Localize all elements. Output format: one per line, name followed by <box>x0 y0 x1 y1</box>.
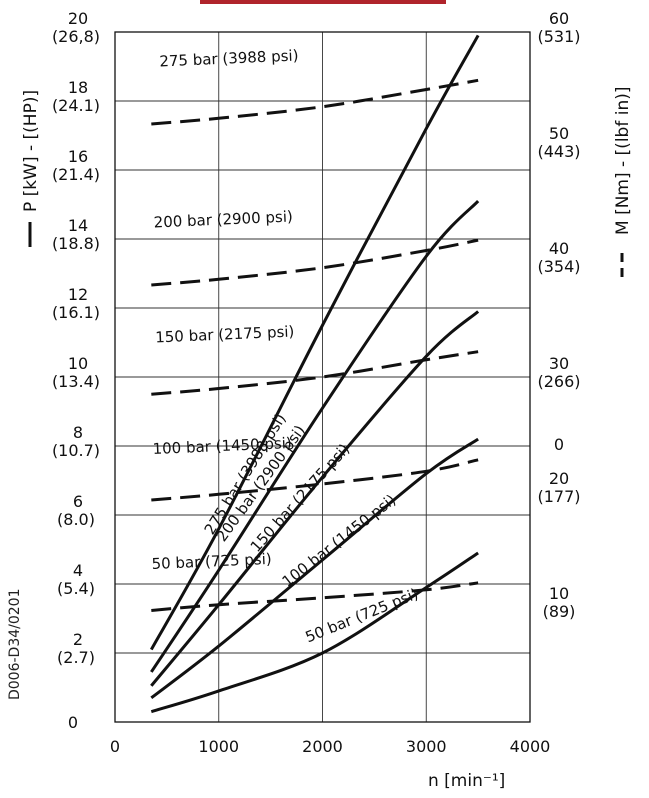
right-axis-ticks: 0 10(89) 20(177) 30(266) 40(354) 50(443) 60(53… <box>537 9 580 621</box>
x-tick-label: 1000 <box>198 737 239 756</box>
torque-curve <box>151 458 479 502</box>
power-curve <box>150 310 480 687</box>
power-curve <box>150 200 480 673</box>
header-bar <box>200 0 446 4</box>
left-tick-kw: 10 <box>68 354 88 373</box>
power-curves <box>150 34 480 714</box>
left-tick-hp: (21.4) <box>52 165 100 184</box>
left-tick-kw: 20 <box>68 9 88 28</box>
x-tick-label: 2000 <box>302 737 343 756</box>
right-tick-lbf: (531) <box>537 27 580 46</box>
x-tick-label: 3000 <box>406 737 447 756</box>
left-tick-hp: (24.1) <box>52 96 100 115</box>
left-tick-hp: (16.1) <box>52 303 100 322</box>
torque-curve <box>151 350 479 396</box>
right-tick-nm: 30 <box>549 354 569 373</box>
torque-curve-label: 275 bar (3988 psi) <box>159 46 299 70</box>
left-tick-hp: (10.7) <box>52 441 100 460</box>
left-tick-hp: (8.0) <box>57 510 95 529</box>
x-tick-label: 0 <box>110 737 120 756</box>
torque-curve <box>151 238 479 287</box>
torque-curves <box>151 78 479 612</box>
right-tick-nm: 50 <box>549 124 569 143</box>
right-tick-lbf: (89) <box>543 602 576 621</box>
power-curve <box>150 34 480 651</box>
x-tick-label: 4000 <box>510 737 551 756</box>
left-tick-kw: 0 <box>68 713 78 732</box>
right-tick-nm: 60 <box>549 9 569 28</box>
left-axis-title-group: P [kW] - [(HP)] <box>21 90 41 247</box>
left-tick-hp: (26,8) <box>52 27 100 46</box>
left-tick-hp: (13.4) <box>52 372 100 391</box>
left-tick-kw: 18 <box>68 78 88 97</box>
left-tick-kw: 6 <box>73 492 83 511</box>
grid <box>115 32 530 722</box>
left-axis-ticks: 0 2(2.7) 4(5.4) 6(8.0) 8(10.7) 10(13.4) 12(16.… <box>52 9 100 732</box>
right-tick-nm: 20 <box>549 469 569 488</box>
power-curve <box>150 437 479 700</box>
left-tick-hp: (5.4) <box>57 579 95 598</box>
power-curve <box>150 551 479 714</box>
right-tick-nm: 40 <box>549 239 569 258</box>
left-tick-kw: 4 <box>73 561 83 580</box>
left-tick-kw: 8 <box>73 423 83 442</box>
left-axis-title: P [kW] - [(HP)] <box>21 90 41 212</box>
torque-curve <box>151 78 479 126</box>
right-axis-title: M [Nm] - [(lbf in)] <box>613 87 633 235</box>
right-tick-nm: 10 <box>549 584 569 603</box>
x-axis-title: n [min⁻¹] <box>428 771 505 791</box>
left-tick-kw: 16 <box>68 147 88 166</box>
plot-frame <box>114 31 531 723</box>
torque-curve <box>151 581 479 612</box>
left-tick-hp: (2.7) <box>57 648 95 667</box>
right-tick-lbf: (177) <box>537 487 580 506</box>
left-tick-kw: 12 <box>68 285 88 304</box>
right-tick-nm: 0 <box>554 435 564 454</box>
torque-curve-label: 50 bar (725 psi) <box>151 550 272 573</box>
left-tick-hp: (18.8) <box>52 234 100 253</box>
drawing-code: D006-D34/0201 <box>7 589 23 701</box>
left-tick-kw: 2 <box>73 630 83 649</box>
right-tick-lbf: (443) <box>537 142 580 161</box>
x-axis-ticks: 0 1000 2000 3000 4000 <box>110 737 550 756</box>
left-tick-kw: 14 <box>68 216 88 235</box>
torque-curve-label: 200 bar (2900 psi) <box>153 207 293 231</box>
right-axis-title-group: M [Nm] - [(lbf in)] <box>613 87 633 277</box>
torque-curve-label: 150 bar (2175 psi) <box>155 322 295 346</box>
right-tick-lbf: (266) <box>537 372 580 391</box>
right-tick-lbf: (354) <box>537 257 580 276</box>
